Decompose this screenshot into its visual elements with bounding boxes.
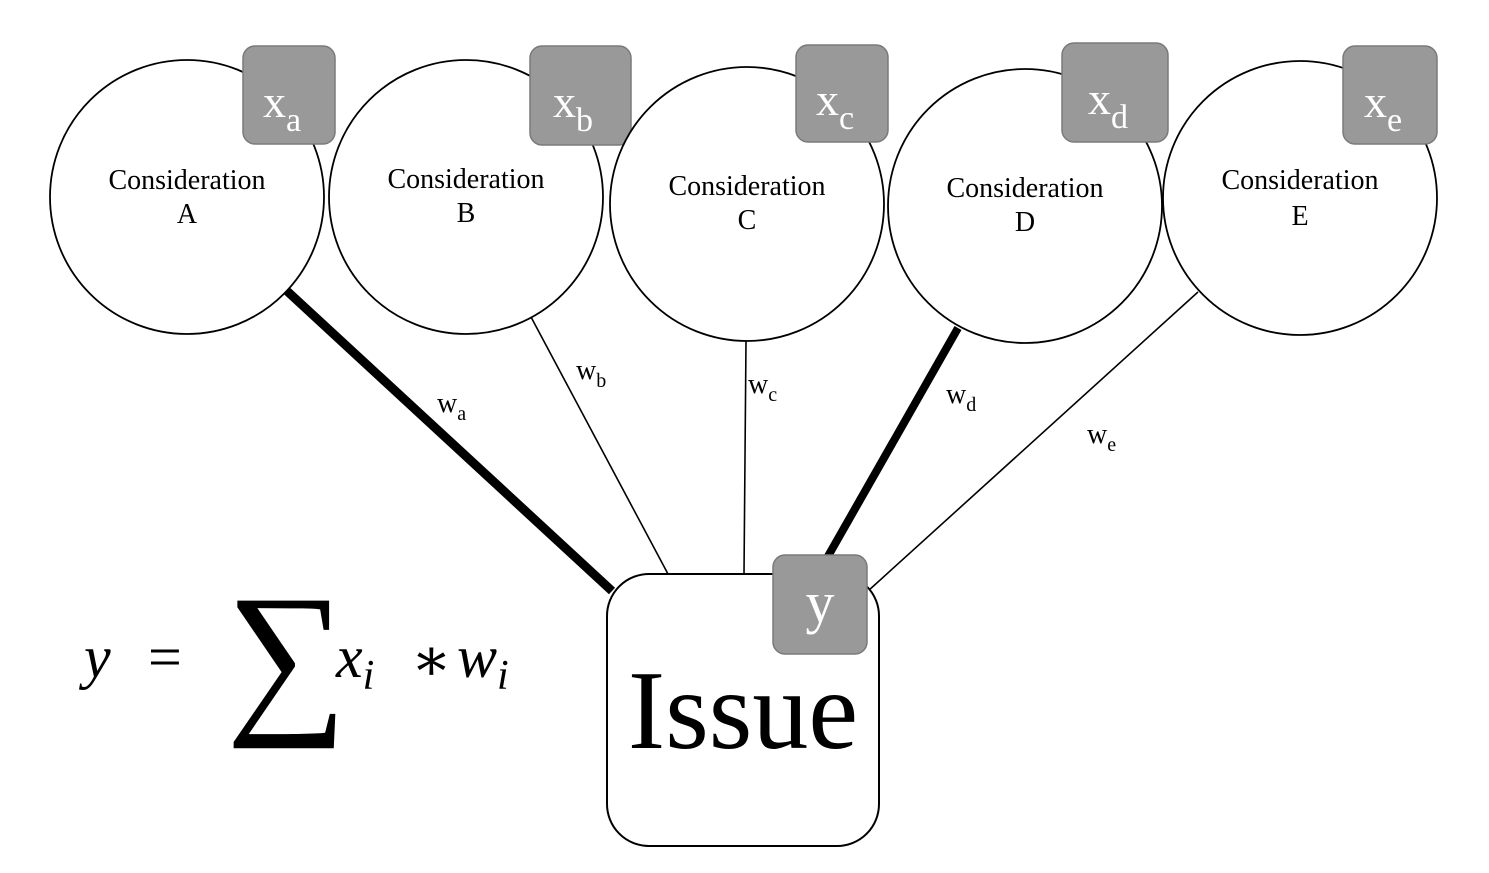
- consideration-b-label-line1: Consideration: [387, 164, 544, 195]
- weight-label-d: wd: [946, 379, 976, 416]
- svg-text:xb: xb: [553, 76, 593, 139]
- edge-d: [823, 326, 962, 560]
- svg-text:xe: xe: [1364, 76, 1402, 139]
- consideration-e-label-line1: Consideration: [1221, 165, 1378, 196]
- variable-badge-xb: xb: [529, 45, 632, 146]
- edge-a: [283, 287, 616, 595]
- edge-c: [743, 340, 747, 575]
- svg-text:xa: xa: [263, 76, 301, 139]
- consideration-a-label-line2: A: [177, 199, 198, 230]
- variable-badge-xa: xa: [242, 45, 336, 145]
- variable-badge-xd: xd: [1061, 42, 1169, 143]
- weight-label-e: we: [1087, 419, 1116, 456]
- output-badge-y: y: [772, 554, 868, 655]
- consideration-a-label-line1: Consideration: [108, 165, 265, 196]
- edge-b: [530, 316, 669, 575]
- svg-text:xd: xd: [1088, 73, 1128, 136]
- consideration-c-label-line1: Consideration: [668, 171, 825, 202]
- formula-times: ∗: [411, 627, 452, 693]
- weight-label-a: wa: [437, 388, 466, 425]
- consideration-c-label-line2: C: [738, 205, 757, 236]
- svg-text:xc: xc: [816, 74, 854, 137]
- consideration-d-label-line1: Consideration: [946, 173, 1103, 204]
- consideration-d-label-line2: D: [1015, 207, 1035, 238]
- formula-lhs: y: [78, 624, 111, 690]
- issue-label: Issue: [628, 649, 858, 773]
- formula-term-x: xi: [335, 624, 374, 699]
- variable-badge-xe: xe: [1342, 45, 1438, 145]
- variable-badge-xc: xc: [795, 44, 889, 143]
- formula-sum-symbol: ∑: [226, 561, 347, 749]
- formula-equals: =: [148, 624, 182, 690]
- consideration-e-label-line2: E: [1291, 201, 1308, 232]
- consideration-b-label-line2: B: [457, 198, 476, 229]
- edge-e: [867, 291, 1199, 592]
- weighted-sum-formula: y = ∑ xi ∗ wi: [78, 561, 509, 749]
- weight-label-b: wb: [576, 355, 606, 392]
- weight-label-c: wc: [748, 369, 777, 406]
- svg-text:y: y: [806, 570, 835, 635]
- formula-term-w: wi: [457, 624, 509, 699]
